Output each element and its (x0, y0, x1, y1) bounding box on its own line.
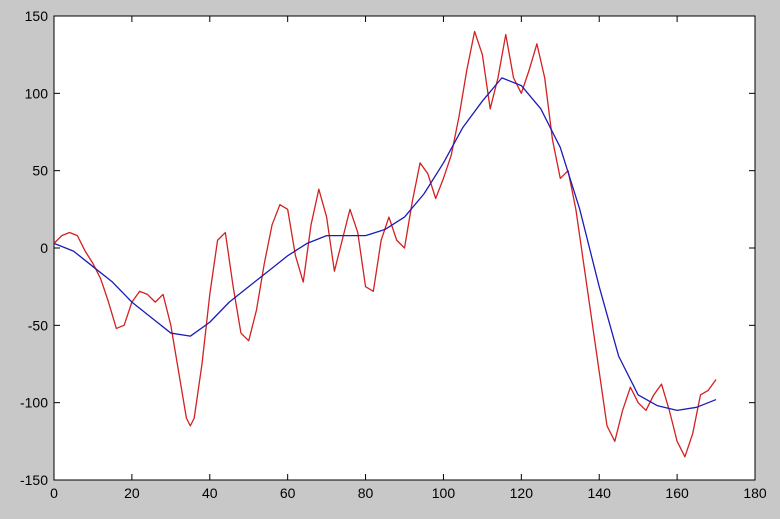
x-tick-label: 160 (665, 485, 689, 501)
x-tick-label: 40 (202, 485, 218, 501)
x-tick-label: 20 (124, 485, 140, 501)
x-tick-label: 80 (358, 485, 374, 501)
x-tick-label: 180 (743, 485, 767, 501)
y-axis: -150 -100 -50 0 50 100 150 (20, 8, 755, 488)
x-tick-label: 140 (588, 485, 612, 501)
x-tick-label: 0 (50, 485, 58, 501)
series-line-1 (53, 30, 717, 458)
x-tick-label: 120 (510, 485, 534, 501)
y-tick-label: -100 (20, 395, 48, 411)
y-tick-label: 50 (32, 163, 48, 179)
y-tick-label: -150 (20, 472, 48, 488)
series-layer (53, 30, 717, 458)
x-tick-label: 100 (432, 485, 456, 501)
y-tick-label: 150 (25, 8, 49, 24)
y-tick-label: 0 (40, 240, 48, 256)
y-tick-label: 100 (25, 85, 49, 101)
y-tick-label: -50 (28, 317, 48, 333)
x-tick-label: 60 (280, 485, 296, 501)
x-axis: 0 20 40 60 80 100 120 140 160 180 (50, 16, 767, 501)
series-line-2 (53, 77, 717, 412)
